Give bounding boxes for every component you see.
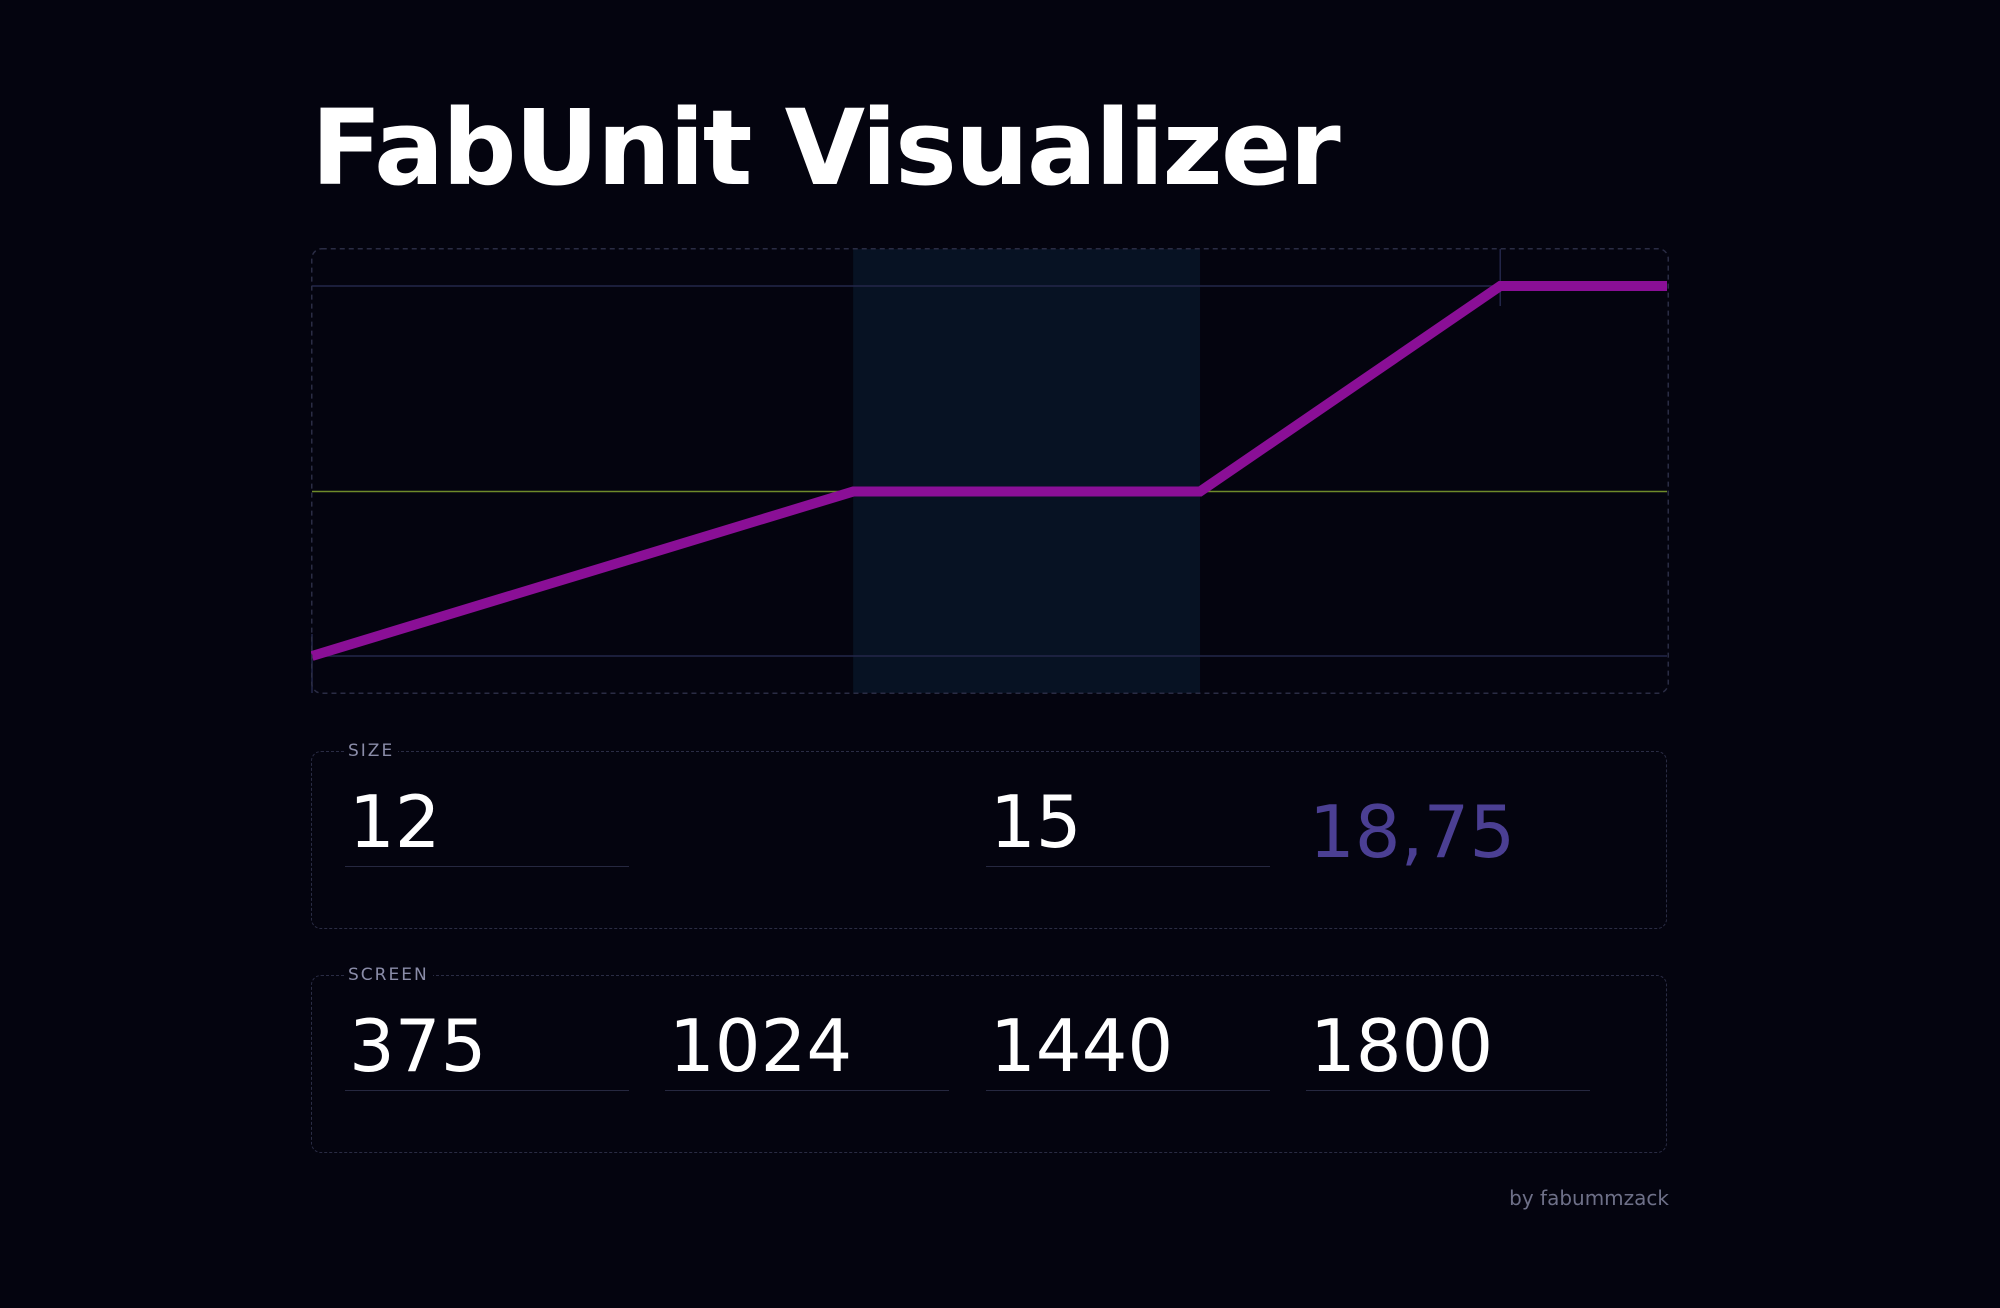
page-title: FabUnit Visualizer [311,87,1341,209]
size-max-computed: 18,75 [1309,790,1516,874]
author-credit: by fabummzack [1509,1186,1669,1210]
size-mid-value: 15 [990,780,1082,864]
screen-input-2[interactable]: 1024 [665,1006,949,1091]
screen-value-2: 1024 [669,1004,853,1088]
screen-value-4: 1800 [1310,1004,1494,1088]
size-min-value: 12 [349,780,441,864]
graph-border [311,248,1669,694]
screen-input-3[interactable]: 1440 [986,1006,1270,1091]
size-legend: SIZE [344,740,399,762]
screen-value-1: 375 [349,1004,487,1088]
screen-input-4[interactable]: 1800 [1306,1006,1590,1091]
screen-input-1[interactable]: 375 [345,1006,629,1091]
highlight-band [853,249,1201,693]
screen-legend: SCREEN [344,964,433,986]
screen-value-3: 1440 [990,1004,1174,1088]
graph-svg [311,248,1669,694]
fabunit-graph [311,248,1669,694]
size-min-input[interactable]: 12 [345,782,629,867]
screen-panel: SCREEN 375 1024 1440 1800 [311,964,1667,1153]
size-mid-input[interactable]: 15 [986,782,1270,867]
size-panel: SIZE 12 15 18,75 [311,740,1667,929]
